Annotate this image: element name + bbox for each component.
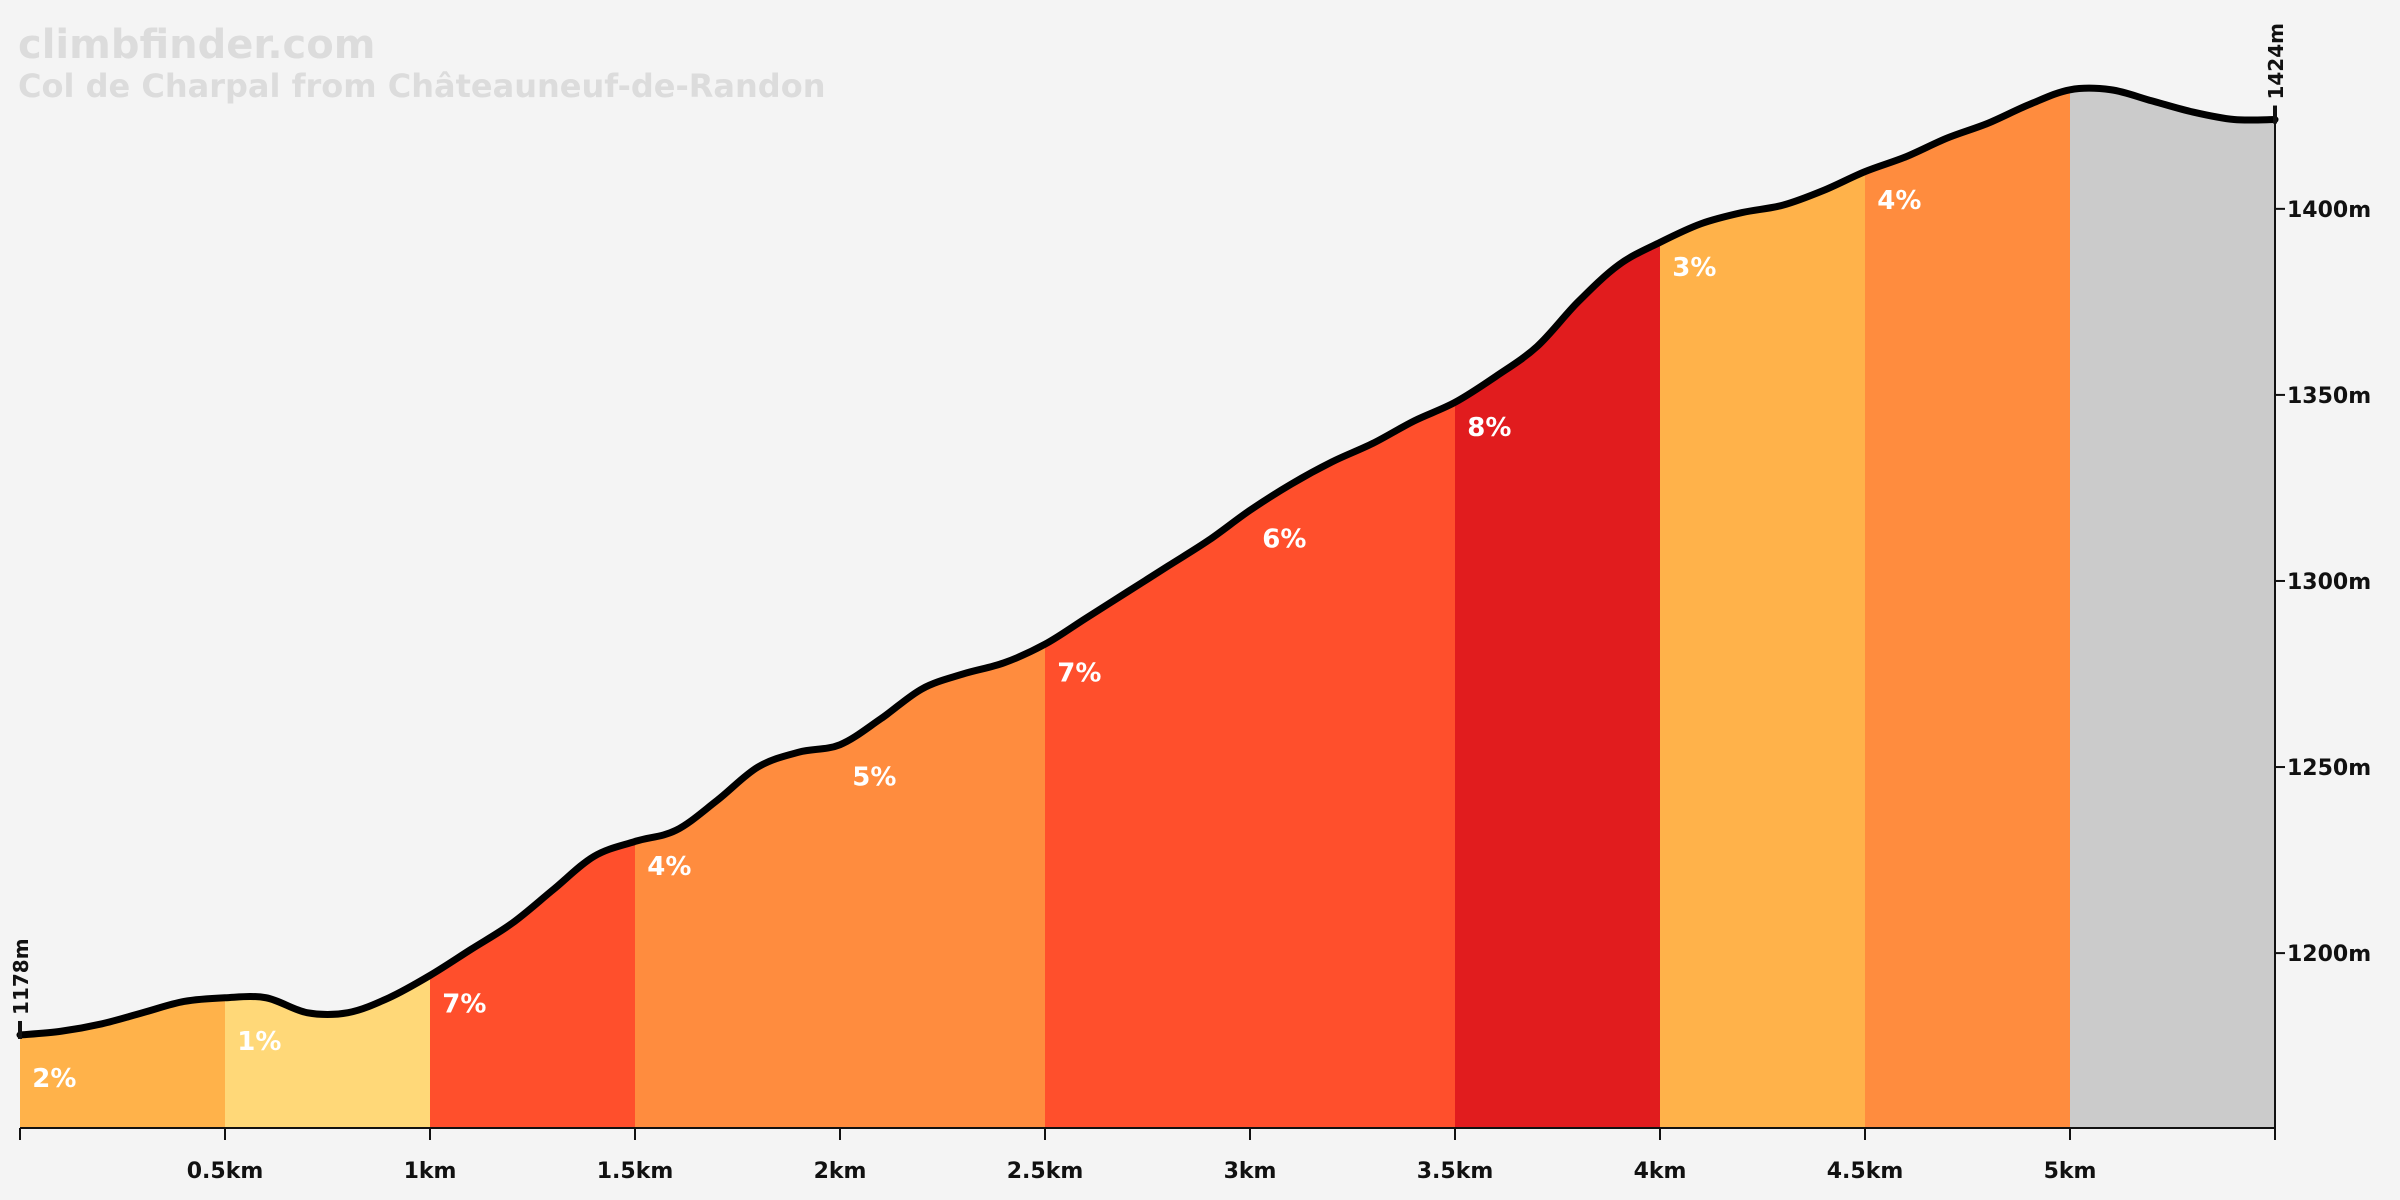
grade-label-8: 8% [1467,413,1511,443]
grade-segment-4 [635,88,1046,1128]
y-tick-label-3: 1300m [2287,570,2371,595]
y-tick-label-1: 1200m [2287,942,2371,967]
y-tick-label-2: 1250m [2287,756,2371,781]
start-elevation-label: 1178m [9,938,33,1015]
x-tick-label-6: 3km [1224,1159,1277,1184]
x-tick-label-5: 2.5km [1007,1159,1084,1184]
grade-labels: 2% 1% 7% 4% 5% 7% 6% 8% 3% 4% [32,186,1921,1094]
y-tick-label-5: 1400m [2287,198,2371,223]
grade-segment-9 [2070,88,2275,1128]
profile-line [16,84,2279,1039]
site-watermark: climbfinder.com [18,22,375,68]
x-tick-label-9: 4.5km [1827,1159,1904,1184]
x-tick-label-1: 0.5km [187,1159,264,1184]
grade-segment-3 [430,88,636,1128]
grade-segments [20,88,2275,1128]
grade-segment-6 [1455,88,1661,1128]
grade-segment-7 [1660,88,1866,1128]
axes: 0.5km 1km 1.5km 2km 2.5km 3km 3.5km 4km 4.5km 5km… [9,23,2371,1184]
x-tick-label-7: 3.5km [1417,1159,1494,1184]
profile-line-group [16,84,2279,1039]
grade-segment-2 [225,88,431,1128]
x-tick-label-8: 4km [1634,1159,1687,1184]
grade-segment-5 [1045,88,1456,1128]
y-tick-label-4: 1350m [2287,384,2371,409]
x-tick-label-4: 2km [814,1159,867,1184]
grade-segment-8 [1865,88,2071,1128]
climb-subtitle: Col de Charpal from Châteauneuf-de-Rando… [18,67,825,105]
x-tick-label-10: 5km [2044,1159,2097,1184]
grade-label-6: 7% [1057,658,1101,688]
grade-label-10: 4% [1877,186,1921,216]
grade-label-9: 3% [1672,253,1716,283]
grade-segment-1 [20,88,226,1128]
grade-label-7: 6% [1262,524,1306,554]
end-elevation-label: 1424m [2264,23,2288,100]
x-tick-label-3: 1.5km [597,1159,674,1184]
grade-label-3: 7% [442,990,486,1020]
x-tick-label-2: 1km [404,1159,457,1184]
grade-label-4: 4% [647,852,691,882]
grade-label-2: 1% [237,1027,281,1057]
grade-label-1: 2% [32,1064,76,1094]
grade-label-5: 5% [852,763,896,793]
